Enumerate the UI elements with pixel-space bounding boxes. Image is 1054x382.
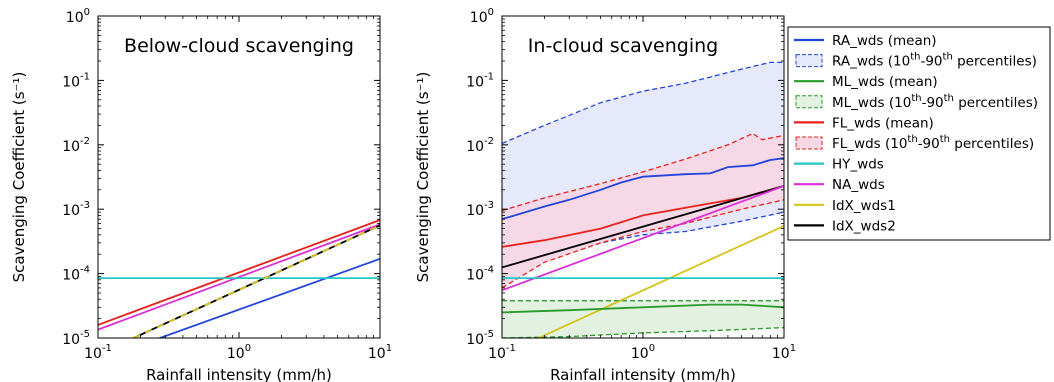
in-cloud-xlabel: Rainfall intensity (mm/h) <box>550 366 736 382</box>
y-tick-label: 10-4 <box>466 265 494 284</box>
legend-label: ML_wds (mean) <box>832 74 938 90</box>
x-tick-label: 10-1 <box>84 343 112 362</box>
y-tick-label: 100 <box>470 7 494 26</box>
below-cloud-xlabel: Rainfall intensity (mm/h) <box>146 366 332 382</box>
legend-entry-ml-wds: ML_wds (mean) <box>794 74 938 90</box>
idx-wds2-line <box>131 224 380 338</box>
y-tick-label: 10-1 <box>466 71 494 90</box>
y-tick-label: 10-1 <box>62 71 90 90</box>
legend-entry-idx-wds2: IdX_wds2 <box>794 218 896 234</box>
legend-entry-ra-wds: RA_wds (mean) <box>794 33 937 49</box>
legend-label: HY_wds <box>832 157 884 173</box>
in-cloud-ylabel: Scavenging Coefficient (s⁻¹) <box>414 72 432 283</box>
legend-label: ML_wds (10th-90th percentiles) <box>832 93 1038 111</box>
x-tick-label: 100 <box>631 343 655 362</box>
x-tick-label: 101 <box>772 343 796 362</box>
legend-entry-ml-wds-pct: ML_wds (10th-90th percentiles) <box>795 93 1038 111</box>
na-wds-line <box>502 185 784 292</box>
legend-band-swatch <box>795 54 823 68</box>
y-tick-label: 10-2 <box>62 136 90 155</box>
legend-label: FL_wds (mean) <box>832 115 934 131</box>
ra-wds-pct-upper-line <box>502 61 784 144</box>
y-tick-label: 100 <box>66 7 90 26</box>
legend-label: FL_wds (10th-90th percentiles) <box>832 134 1034 152</box>
legend-label: IdX_wds1 <box>832 198 896 214</box>
legend-band-swatch <box>795 136 823 150</box>
na-wds-line <box>98 223 380 331</box>
legend-entry-hy-wds: HY_wds <box>794 157 884 173</box>
fl-wds-pct-lower-line <box>502 199 784 289</box>
y-tick-label: 10-4 <box>62 265 90 284</box>
y-tick-label: 10-5 <box>62 329 90 348</box>
legend-entry-fl-wds-pct: FL_wds (10th-90th percentiles) <box>795 134 1034 152</box>
x-tick-label: 10-1 <box>488 343 516 362</box>
y-tick-label: 10-2 <box>466 136 494 155</box>
legend-entry-idx-wds1: IdX_wds1 <box>794 198 896 214</box>
ml-wds-pct-lower-line <box>502 326 784 338</box>
legend-label: RA_wds (10th-90th percentiles) <box>832 52 1037 70</box>
legend-label: NA_wds <box>832 177 885 193</box>
idx-wds2-line <box>502 185 784 269</box>
legend-box <box>787 26 1051 241</box>
ra-wds-line <box>502 157 784 221</box>
legend-label: RA_wds (mean) <box>832 33 937 49</box>
ra-wds-line <box>157 257 380 338</box>
legend-entry-ra-wds-pct: RA_wds (10th-90th percentiles) <box>795 52 1037 70</box>
legend-entry-na-wds: NA_wds <box>794 177 885 193</box>
x-tick-label: 101 <box>368 343 392 362</box>
below-cloud-panel: Below-cloud scavenging 10-5 10-4 10-3 10-2 1… <box>10 7 392 382</box>
in-cloud-title: In-cloud scavenging <box>528 35 718 57</box>
y-tick-label: 10-5 <box>466 329 494 348</box>
y-tick-label: 10-3 <box>466 200 494 219</box>
legend-label: IdX_wds2 <box>832 218 896 234</box>
fl-wds-line <box>98 219 380 326</box>
below-cloud-title: Below-cloud scavenging <box>124 35 354 57</box>
in-cloud-panel: In-cloud scavenging 10-5 10-4 10-3 10-2 10-1… <box>414 7 796 382</box>
legend-band-swatch <box>795 95 823 109</box>
ml-wds-line <box>502 303 784 314</box>
y-tick-label: 10-3 <box>62 200 90 219</box>
legend: RA_wds (mean) RA_wds (10th-90th percentil… <box>787 26 1051 241</box>
below-cloud-ylabel: Scavenging Coefficient (s⁻¹) <box>10 72 28 283</box>
idx-wds1-line <box>536 225 784 338</box>
legend-entry-fl-wds: FL_wds (mean) <box>794 115 934 131</box>
x-tick-label: 100 <box>227 343 251 362</box>
